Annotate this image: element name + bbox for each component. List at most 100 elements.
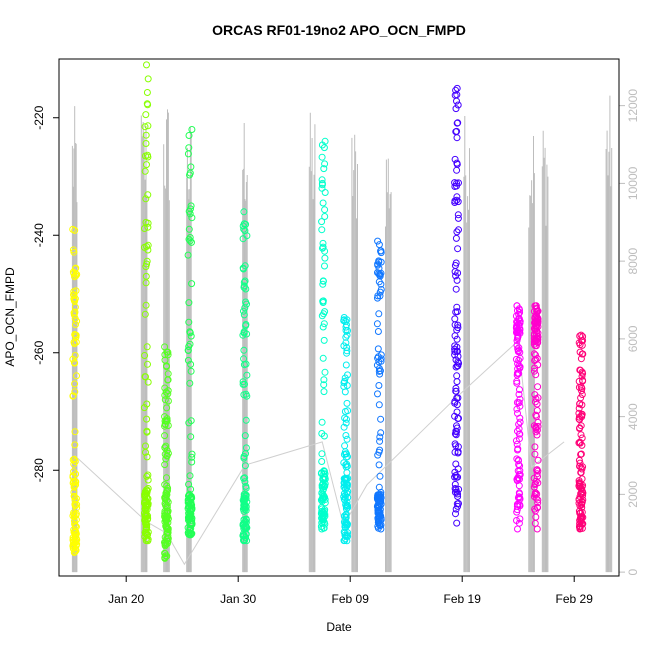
data-point-rf09 (452, 234, 460, 242)
data-point-rf05 (240, 531, 248, 539)
data-point-rf10 (514, 365, 522, 373)
data-point-rf01 (71, 380, 79, 388)
data-point-rf12 (577, 383, 585, 391)
data-point-rf05 (241, 227, 249, 235)
data-point-rf08 (377, 247, 384, 255)
data-point-rf03 (163, 474, 170, 482)
data-point-rf08 (374, 328, 382, 335)
data-point-rf05 (240, 520, 247, 528)
data-point-rf09 (454, 448, 462, 456)
data-point-rf10 (514, 494, 522, 502)
data-point-rf02 (140, 404, 148, 412)
data-point-rf11 (532, 371, 540, 379)
data-point-rf06 (318, 176, 326, 184)
data-point-rf06 (321, 213, 329, 220)
data-point-rf05 (240, 225, 248, 233)
y-tick-label: -260 (32, 340, 46, 364)
data-point-rf02 (143, 427, 151, 435)
data-point-rf01 (71, 303, 79, 311)
y2-tick-label: 6000 (626, 325, 640, 352)
data-point-rf09 (454, 465, 462, 473)
data-point-rf09 (454, 490, 462, 498)
data-point-rf07 (341, 388, 349, 396)
data-point-rf05 (240, 307, 247, 315)
data-point-rf08 (374, 390, 381, 398)
data-point-rf09 (452, 510, 459, 518)
data-point-rf02 (144, 360, 151, 368)
data-point-rf08 (375, 461, 383, 469)
data-point-rf12 (578, 441, 586, 449)
data-point-rf01 (71, 352, 79, 359)
data-point-rf09 (452, 356, 460, 364)
data-point-rf09 (451, 179, 459, 187)
data-point-rf03 (161, 384, 169, 392)
data-point-rf10 (515, 310, 523, 318)
data-point-rf03 (161, 507, 169, 515)
data-point-rf09 (452, 86, 460, 94)
x-tick-label: Feb 19 (444, 592, 482, 606)
data-point-rf06 (318, 218, 326, 226)
data-point-rf10 (516, 467, 524, 475)
data-point-rf09 (451, 448, 459, 456)
data-point-rf04 (188, 458, 196, 466)
data-point-rf06 (321, 510, 329, 518)
data-point-rf11 (531, 443, 539, 451)
chart-title: ORCAS RF01-19no2 APO_OCN_FMPD (212, 22, 466, 38)
data-point-rf09 (453, 159, 461, 167)
data-point-rf04 (187, 433, 195, 441)
data-point-rf09 (454, 415, 462, 422)
data-point-rf03 (163, 363, 170, 371)
data-point-rf06 (318, 312, 326, 320)
data-point-rf06 (320, 165, 328, 173)
data-point-rf08 (377, 415, 385, 423)
plot-frame (58, 58, 620, 577)
data-point-rf10 (514, 501, 522, 509)
data-point-rf09 (451, 485, 459, 492)
data-point-rf04 (185, 299, 193, 307)
data-point-rf07 (343, 435, 351, 443)
y2-tick-label: 2000 (626, 481, 640, 508)
data-point-rf11 (534, 496, 542, 504)
data-point-rf04 (187, 498, 195, 506)
data-point-rf09 (452, 308, 460, 316)
data-point-rf07 (340, 379, 348, 387)
data-point-rf07 (341, 491, 349, 499)
data-point-rf10 (516, 386, 523, 394)
data-point-rf12 (579, 520, 587, 528)
data-point-rf05 (239, 235, 247, 243)
data-point-rf02 (141, 516, 149, 524)
data-point-rf11 (531, 313, 539, 321)
data-point-rf04 (187, 531, 195, 539)
data-point-rf01 (69, 246, 77, 254)
data-point-rf02 (141, 488, 149, 496)
data-point-rf03 (161, 518, 169, 526)
data-point-rf04 (188, 214, 196, 222)
data-point-rf09 (453, 196, 461, 204)
data-point-rf04 (185, 419, 193, 427)
data-point-rf10 (515, 344, 523, 352)
data-point-rf06 (319, 239, 327, 247)
data-point-rf02 (144, 246, 152, 254)
data-point-rf12 (577, 469, 585, 476)
data-point-rf11 (534, 333, 542, 341)
data-point-rf05 (239, 331, 247, 339)
y-tick-label: -280 (32, 458, 46, 482)
data-point-rf11 (534, 383, 542, 391)
data-point-rf07 (343, 316, 351, 324)
data-point-rf01 (70, 296, 78, 304)
data-point-rf03 (161, 351, 169, 359)
data-point-rf11 (530, 367, 538, 375)
data-point-rf10 (515, 370, 523, 377)
data-point-rf05 (242, 444, 250, 452)
data-point-rf02 (143, 523, 151, 531)
data-point-rf05 (243, 371, 251, 379)
data-point-rf07 (343, 344, 351, 351)
y-tick-label: -220 (32, 105, 46, 129)
data-point-rf03 (161, 444, 169, 452)
data-point-rf04 (185, 132, 193, 139)
data-point-rf05 (240, 346, 248, 354)
data-point-rf06 (320, 336, 328, 344)
data-point-rf09 (452, 486, 460, 493)
data-point-rf12 (578, 513, 586, 521)
data-point-rf06 (321, 189, 329, 196)
